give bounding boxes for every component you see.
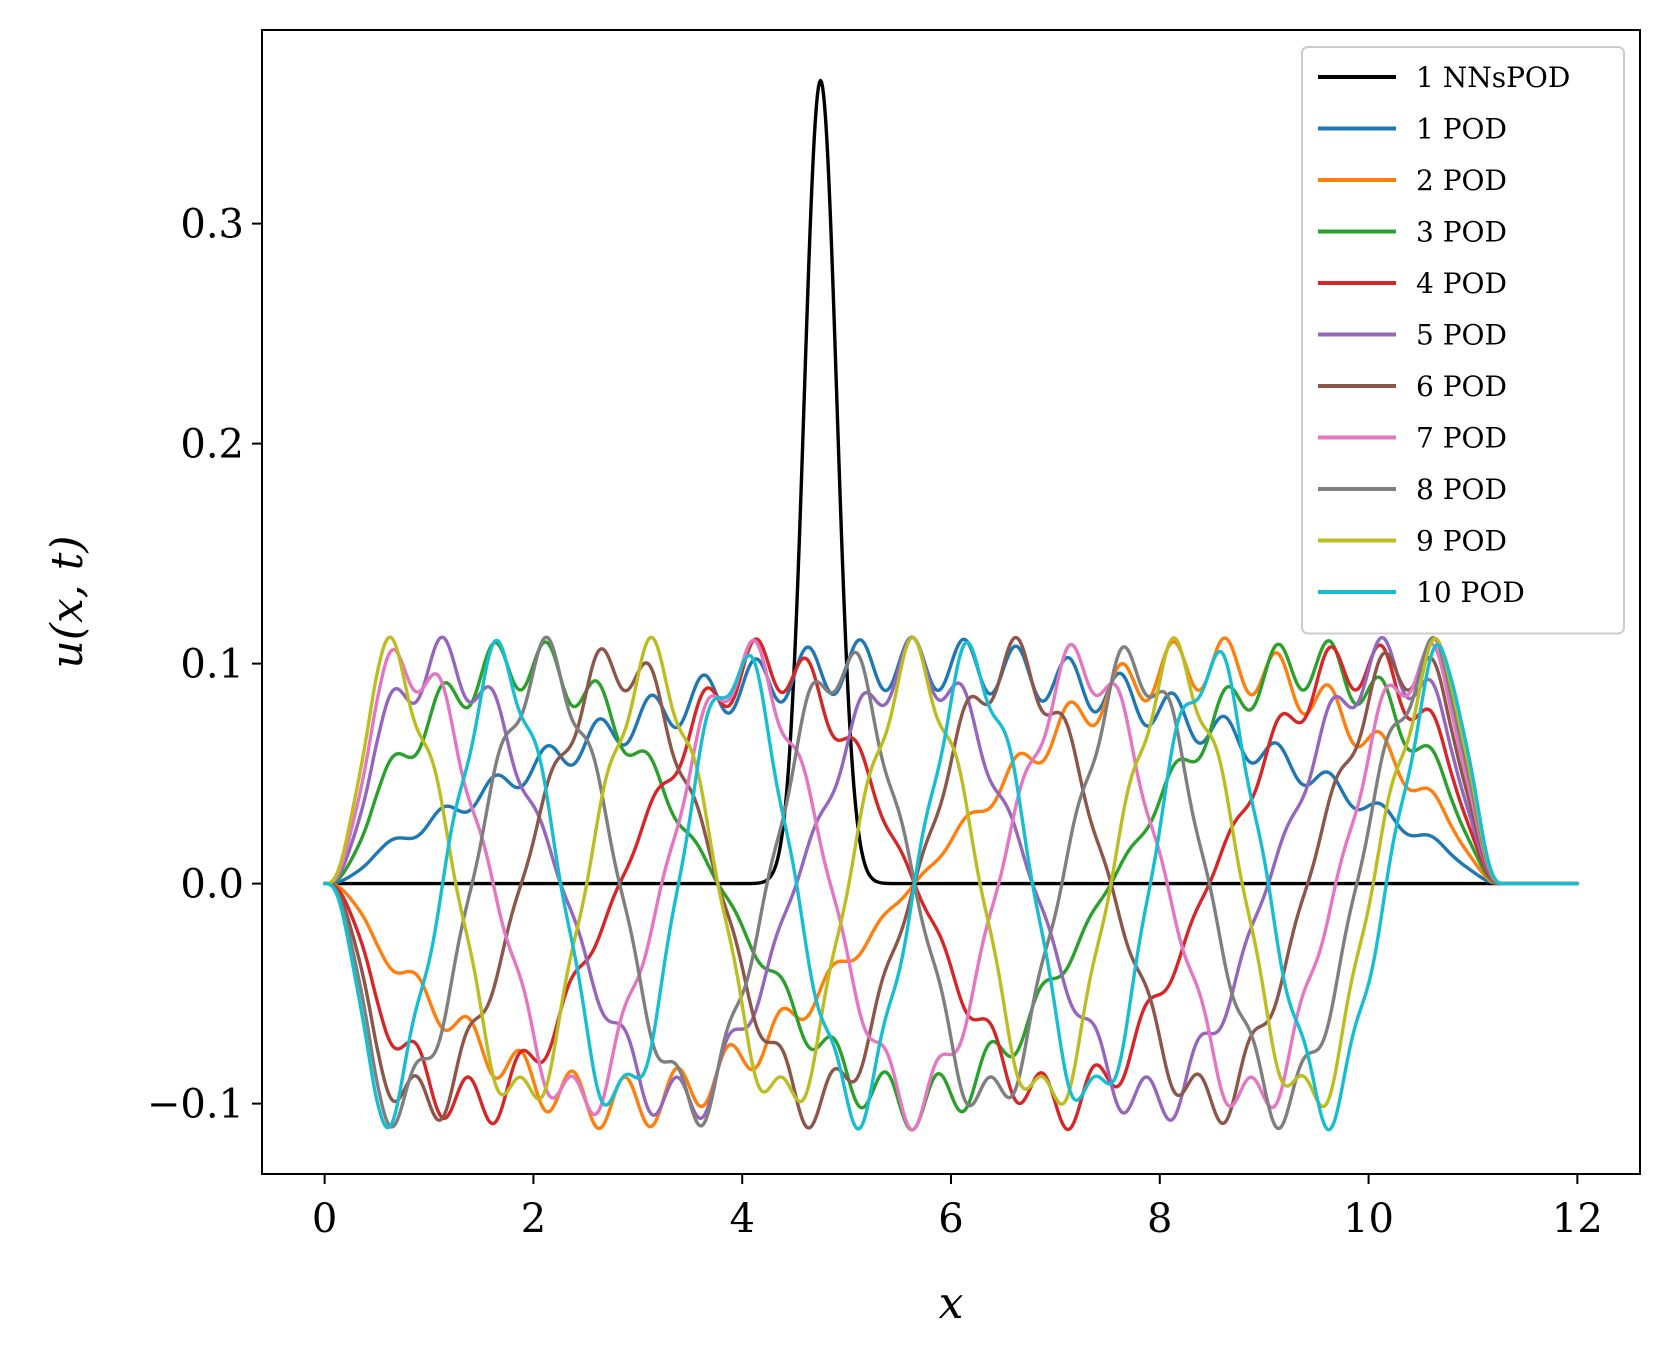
series-line-8 — [322, 638, 1580, 1132]
legend-entry: 1 POD — [1416, 113, 1507, 146]
y-axis-ticks: −0.1 0.0 0.1 0.2 0.3 — [147, 202, 262, 1128]
x-axis-label: x — [939, 1278, 964, 1329]
legend-entry: 8 POD — [1416, 473, 1507, 506]
x-axis-ticks: 0 2 4 6 8 10 12 — [312, 1174, 1603, 1242]
x-tick-label: 2 — [521, 1196, 546, 1242]
series-line-1 — [322, 78, 1580, 886]
y-tick-label: −0.1 — [147, 1082, 244, 1128]
y-tick-label: 0.3 — [180, 202, 244, 248]
legend-entry: 1 NNsPOD — [1416, 61, 1570, 94]
y-tick-label: 0.0 — [180, 862, 244, 908]
y-tick-label: 0.2 — [180, 422, 244, 468]
legend-entry: 10 POD — [1416, 576, 1525, 609]
series-line-3 — [322, 636, 1580, 1131]
x-tick-label: 0 — [312, 1196, 337, 1242]
legend-entry: 9 POD — [1416, 525, 1507, 558]
x-tick-label: 10 — [1343, 1196, 1394, 1242]
legend-entry: 2 POD — [1416, 164, 1507, 197]
legend-entry: 7 POD — [1416, 422, 1507, 455]
x-tick-label: 8 — [1147, 1196, 1172, 1242]
legend: 1 NNsPOD 1 POD 2 POD 3 POD 4 POD 5 POD 6 POD 7 … — [1301, 46, 1625, 635]
x-tick-label: 12 — [1552, 1196, 1603, 1242]
series-layer — [322, 78, 1580, 1132]
series-line-2 — [322, 635, 1580, 886]
legend-entry: 6 POD — [1416, 370, 1507, 403]
series-line-7 — [322, 635, 1580, 1130]
y-axis-label: u(x, t) — [42, 535, 93, 668]
x-tick-label: 4 — [729, 1196, 754, 1242]
y-tick-label: 0.1 — [180, 642, 244, 688]
legend-entry: 5 POD — [1416, 319, 1507, 352]
legend-box — [1301, 46, 1625, 635]
series-line-11 — [322, 638, 1580, 1132]
series-line-6 — [322, 635, 1580, 1122]
series-line-9 — [322, 635, 1580, 1131]
legend-entry: 3 POD — [1416, 216, 1507, 249]
series-line-10 — [322, 635, 1580, 1109]
x-tick-label: 6 — [938, 1196, 963, 1242]
legend-entry: 4 POD — [1416, 267, 1507, 300]
